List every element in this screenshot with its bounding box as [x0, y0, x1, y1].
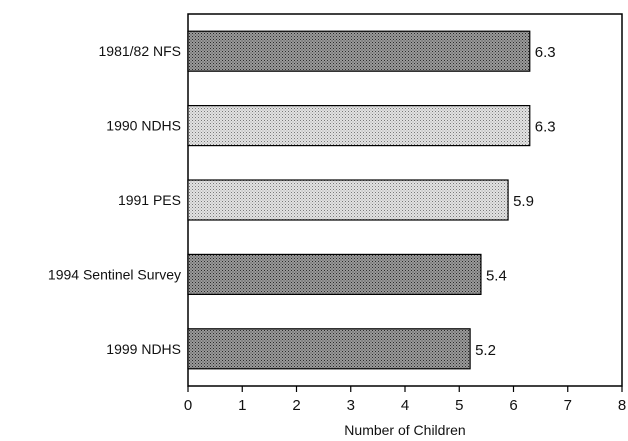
x-tick-label-0: 0 — [184, 397, 192, 414]
bar-4 — [187, 328, 471, 370]
data-label-4: 5.2 — [475, 342, 496, 359]
category-label-1: 1990 NDHS — [106, 118, 181, 134]
x-axis-ticks: 0 1 2 3 4 5 6 7 8 — [184, 386, 626, 414]
category-label-2: 1991 PES — [118, 192, 181, 208]
category-label-0: 1981/82 NFS — [99, 43, 182, 59]
x-tick-label-4: 4 — [401, 397, 409, 414]
data-label-0: 6.3 — [535, 44, 556, 61]
x-tick-label-6: 6 — [509, 397, 517, 414]
x-tick-label-5: 5 — [455, 397, 463, 414]
x-tick-label-8: 8 — [618, 397, 626, 414]
bar-0 — [187, 30, 531, 72]
bars-group — [187, 30, 531, 370]
x-tick-label-3: 3 — [347, 397, 355, 414]
bar-2 — [187, 179, 509, 221]
bar-1 — [187, 104, 531, 147]
bar-3 — [187, 253, 482, 295]
category-label-3: 1994 Sentinel Survey — [48, 266, 181, 282]
x-tick-label-7: 7 — [564, 397, 572, 414]
category-labels: 1981/82 NFS 1990 NDHS 1991 PES 1994 Sentine… — [48, 43, 181, 357]
x-tick-label-2: 2 — [292, 397, 300, 414]
data-label-1: 6.3 — [535, 119, 556, 136]
x-axis-title: Number of Children — [344, 422, 465, 438]
x-tick-label-1: 1 — [238, 397, 246, 414]
category-label-4: 1999 NDHS — [106, 341, 181, 357]
data-labels: 6.3 6.3 5.9 5.4 5.2 — [475, 44, 556, 359]
data-label-3: 5.4 — [486, 267, 507, 284]
data-label-2: 5.9 — [513, 193, 534, 210]
